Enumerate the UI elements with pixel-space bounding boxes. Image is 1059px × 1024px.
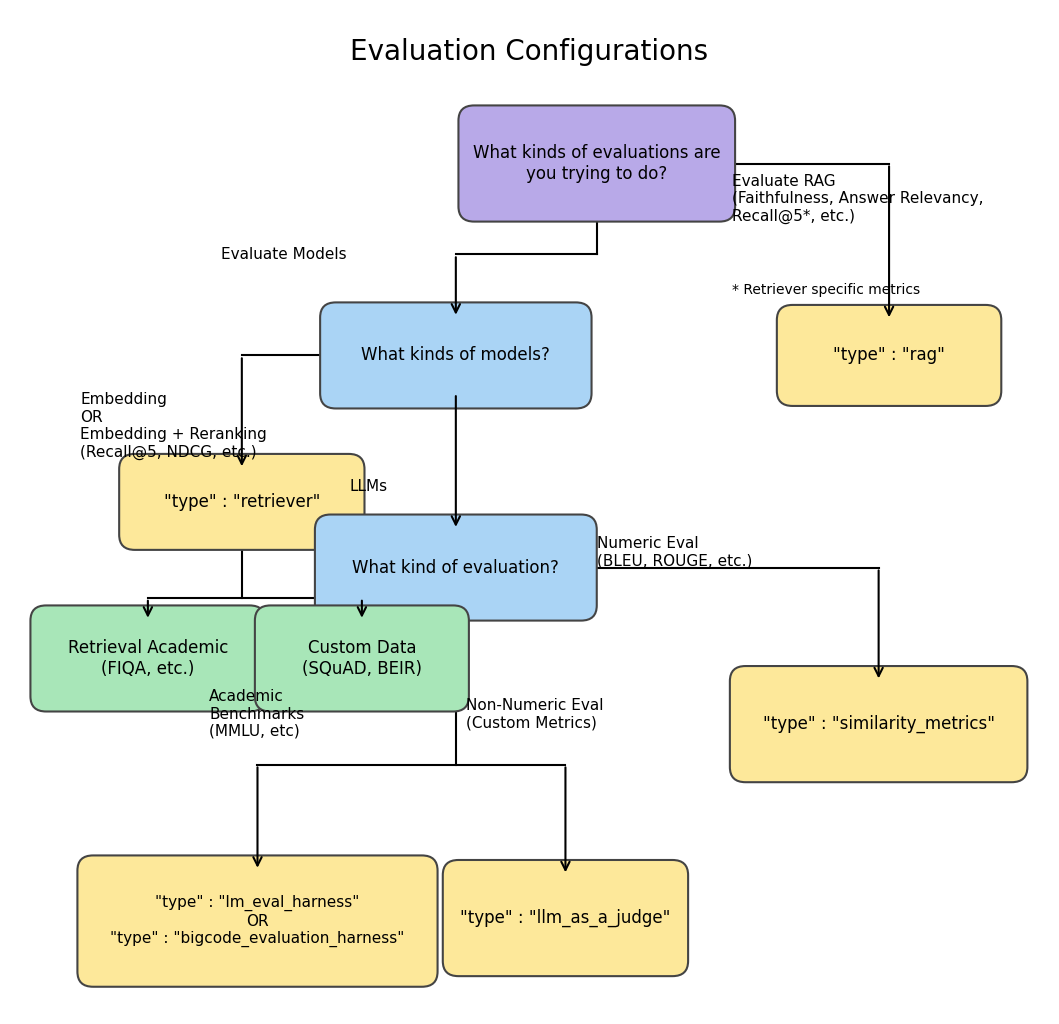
FancyBboxPatch shape	[77, 855, 437, 987]
FancyBboxPatch shape	[443, 860, 688, 976]
Text: Academic
Benchmarks
(MMLU, etc): Academic Benchmarks (MMLU, etc)	[210, 689, 305, 739]
FancyBboxPatch shape	[120, 454, 364, 550]
Text: Embedding
OR
Embedding + Reranking
(Recall@5, NDCG, etc.): Embedding OR Embedding + Reranking (Reca…	[80, 392, 267, 460]
Text: What kind of evaluation?: What kind of evaluation?	[353, 558, 559, 577]
FancyBboxPatch shape	[730, 666, 1027, 782]
Text: Evaluation Configurations: Evaluation Configurations	[349, 38, 708, 67]
Text: "type" : "rag": "type" : "rag"	[833, 346, 945, 365]
FancyBboxPatch shape	[255, 605, 469, 712]
FancyBboxPatch shape	[459, 105, 735, 221]
Text: "type" : "similarity_metrics": "type" : "similarity_metrics"	[762, 715, 994, 733]
Text: "type" : "llm_as_a_judge": "type" : "llm_as_a_judge"	[461, 909, 670, 927]
Text: * Retriever specific metrics: * Retriever specific metrics	[733, 283, 920, 297]
Text: Numeric Eval
(BLEU, ROUGE, etc.): Numeric Eval (BLEU, ROUGE, etc.)	[597, 537, 752, 568]
Text: Evaluate RAG
(Faithfulness, Answer Relevancy,
Recall@5*, etc.): Evaluate RAG (Faithfulness, Answer Relev…	[733, 174, 984, 224]
Text: "type" : "lm_eval_harness"
OR
"type" : "bigcode_evaluation_harness": "type" : "lm_eval_harness" OR "type" : "…	[110, 895, 405, 947]
FancyBboxPatch shape	[320, 302, 592, 409]
FancyBboxPatch shape	[777, 305, 1002, 406]
Text: Non-Numeric Eval
(Custom Metrics): Non-Numeric Eval (Custom Metrics)	[466, 697, 604, 730]
Text: What kinds of models?: What kinds of models?	[361, 346, 551, 365]
Text: Custom Data
(SQuAD, BEIR): Custom Data (SQuAD, BEIR)	[302, 639, 421, 678]
FancyBboxPatch shape	[31, 605, 266, 712]
Text: Evaluate Models: Evaluate Models	[220, 247, 346, 262]
Text: What kinds of evaluations are
you trying to do?: What kinds of evaluations are you trying…	[473, 144, 720, 183]
Text: Retrieval Academic
(FIQA, etc.): Retrieval Academic (FIQA, etc.)	[68, 639, 228, 678]
FancyBboxPatch shape	[315, 514, 597, 621]
Text: LLMs: LLMs	[349, 479, 388, 495]
Text: "type" : "retriever": "type" : "retriever"	[164, 493, 320, 511]
